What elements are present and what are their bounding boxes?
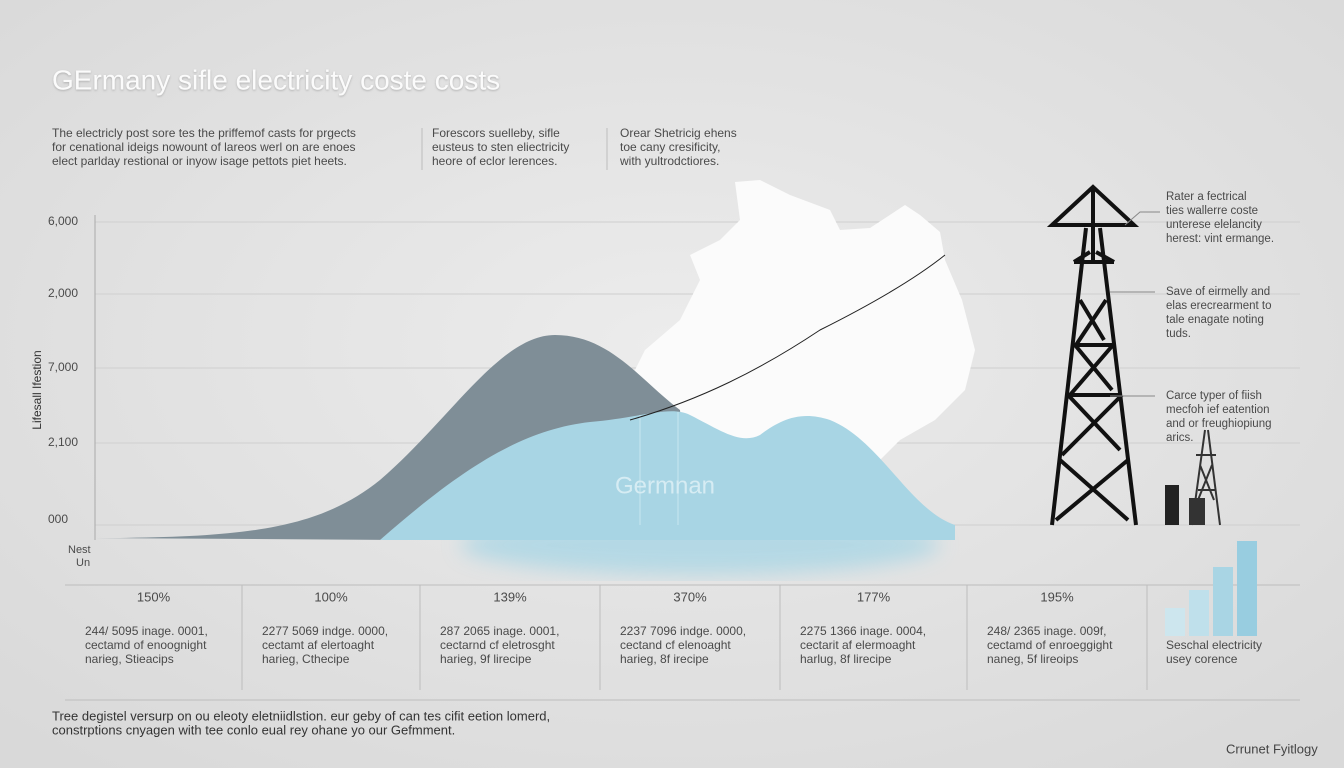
stat-pct: 139% xyxy=(493,589,527,604)
stat-line: cectamd of enroeggight xyxy=(987,638,1113,652)
stat-line: cectand cf elenoaght xyxy=(620,638,731,652)
stat-line: 287 2065 inage. 0001, xyxy=(440,624,559,638)
stat-line: 2237 7096 indge. 0000, xyxy=(620,624,746,638)
annotation-line: elas erecrearment to xyxy=(1166,300,1271,312)
trend-line xyxy=(629,254,946,421)
annotation-line: Save of eirmelly and xyxy=(1166,286,1270,298)
annotation-line: tuds. xyxy=(1166,328,1191,340)
stat-pct: 177% xyxy=(857,589,891,604)
stat-line: naneg, 5f lireoips xyxy=(987,652,1078,666)
y-label: 7,000 xyxy=(48,360,78,374)
intro-line: eusteus to sten eliectricity xyxy=(432,140,569,154)
stat-line: cectamt af elertoaght xyxy=(262,638,375,652)
stat-line: harieg, 9f lirecipe xyxy=(440,652,532,666)
building xyxy=(1165,485,1179,525)
mini-bars xyxy=(1165,541,1257,636)
annotation-line: ties wallerre coste xyxy=(1166,205,1258,217)
annotations: Rater a fectrical ties wallerre coste unte… xyxy=(1166,191,1274,444)
annotation-line: Carce typer of fiish xyxy=(1166,390,1262,402)
annotation-line: mecfoh ief eatention xyxy=(1166,404,1270,416)
footer-line: constrptions cnyagen with tee conlo eual… xyxy=(52,722,455,737)
intro-line: heore of eclor lerences. xyxy=(432,154,557,168)
annotation-line: arics. xyxy=(1166,432,1193,444)
stat-line: cectamd of enoognight xyxy=(85,638,207,652)
stat-line: harieg, 8f irecipe xyxy=(620,652,709,666)
stat-line: 244/ 5095 inage. 0001, xyxy=(85,624,208,638)
annotation-line: and or freughiopiung xyxy=(1166,418,1272,430)
intro-line: for cenational ideigs nowount of lareos … xyxy=(52,140,356,154)
intro-line: Orear Shetricig ehens xyxy=(620,126,737,140)
small-pylon xyxy=(1191,429,1221,526)
y-label: 2,100 xyxy=(48,435,78,449)
y-label: 2,000 xyxy=(48,286,78,300)
y-label: 000 xyxy=(48,512,68,526)
intro: The electricly post sore tes the priffem… xyxy=(52,126,737,168)
stat-line: harlug, 8f lirecipe xyxy=(800,652,892,666)
intro-line: elect parlday restional or inyow isage p… xyxy=(52,154,347,168)
intro-line: with yultrodctiores. xyxy=(619,154,719,168)
stat-line: 2275 1366 inage. 0004, xyxy=(800,624,926,638)
chart-area: Germnan Lifesall Ifestion 6,000 2,000 7,00… xyxy=(30,180,1300,575)
stat-pct: 370% xyxy=(673,589,707,604)
title: GErmany sifle electricity coste costs xyxy=(52,64,500,95)
stat-pct: 195% xyxy=(1040,589,1074,604)
corner-label: Un xyxy=(76,557,90,569)
stat-line: cectarit af elermoaght xyxy=(800,638,916,652)
annotation-line: Rater a fectrical xyxy=(1166,191,1247,203)
footer-line: Tree degistel versurp on ou eleoty eletn… xyxy=(52,708,550,723)
y-axis-title: Lifesall Ifestion xyxy=(30,350,44,429)
corner-label: Nest xyxy=(68,544,91,556)
stat-line: 2277 5069 indge. 0000, xyxy=(262,624,388,638)
watermark: Germnan xyxy=(615,472,715,499)
stat-line: harieg, Cthecipe xyxy=(262,652,350,666)
annotation-line: unterese elelancity xyxy=(1166,219,1262,231)
credit: Crrunet Fyitlogy xyxy=(1226,741,1318,756)
intro-line: toe cany cresificity, xyxy=(620,140,720,154)
annotation-line: tale enagate noting xyxy=(1166,314,1264,326)
legend-line: Seschal electricity xyxy=(1166,638,1262,652)
intro-line: The electricly post sore tes the priffem… xyxy=(52,126,356,140)
stat-pct: 150% xyxy=(137,589,171,604)
y-labels: 6,000 2,000 7,000 2,100 000 xyxy=(48,214,78,526)
leader-lines xyxy=(1110,211,1160,397)
stat-line: cectarnd cf eletrosght xyxy=(440,638,555,652)
stat-line: 248/ 2365 inage. 009f, xyxy=(987,624,1106,638)
stats: 150% 244/ 5095 inage. 0001,cectamd of eno… xyxy=(85,585,1148,690)
stat-pct: 100% xyxy=(314,589,348,604)
blue-area xyxy=(380,411,955,540)
y-label: 6,000 xyxy=(48,214,78,228)
annotation-line: herest: vint ermange. xyxy=(1166,233,1274,245)
building xyxy=(1189,498,1205,525)
intro-line: Forescors suelleby, sifle xyxy=(432,126,560,140)
stat-line: narieg, Stieacips xyxy=(85,652,174,666)
legend-line: usey corence xyxy=(1166,652,1238,666)
pylon xyxy=(1046,184,1140,526)
